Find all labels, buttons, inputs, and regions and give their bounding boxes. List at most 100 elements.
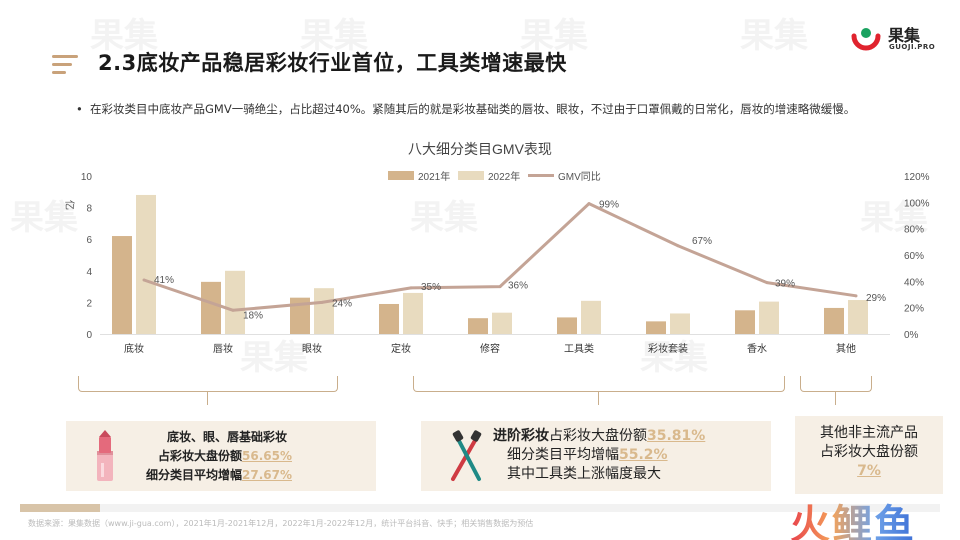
x-tick-label: 唇妆	[213, 342, 233, 355]
yoy-point	[142, 278, 146, 282]
data-source-note: 数据来源：果集数据（www.ji-gua.com），2021年1月-2021年1…	[28, 519, 534, 528]
bullet-marker: •	[76, 102, 83, 116]
group-bracket-advanced	[413, 376, 785, 392]
corner-logo-text: 火鲤鱼	[790, 502, 916, 540]
card-basic-growth-label: 细分类目平均增幅	[146, 468, 243, 482]
yoy-point	[231, 308, 235, 312]
bar-2022	[314, 288, 334, 334]
corner-logo: 火鲤鱼	[790, 492, 950, 540]
yoy-data-label: 35%	[421, 282, 441, 293]
bar-2021	[824, 307, 844, 334]
y-axis-label: 亿	[63, 200, 76, 210]
bar-2022	[848, 300, 868, 334]
yoy-data-label: 41%	[154, 275, 174, 286]
legend-swatch-0	[388, 171, 414, 180]
logo-text-en: GUOJI.PRO	[889, 43, 936, 51]
yoy-point	[320, 300, 324, 304]
y-tick-label: 2	[86, 298, 92, 309]
yoy-point	[409, 286, 413, 290]
watermark: 果集	[740, 16, 808, 56]
card-basic-line3: 细分类目平均增幅27.67%	[146, 466, 372, 485]
bar-2021	[290, 297, 310, 334]
bar-2021	[468, 318, 488, 334]
card-advanced-text: 进阶彩妆占彩妆大盘份额35.81% 细分类目平均增幅55.2% 其中工具类上涨幅…	[493, 427, 773, 484]
yoy-data-label: 67%	[692, 236, 712, 247]
yoy-point	[854, 294, 858, 298]
progress-track	[20, 504, 940, 512]
legend-label-line: GMV同比	[558, 171, 601, 183]
yoy-data-label: 99%	[599, 200, 619, 211]
card-basic-makeup: 底妆、眼、唇基础彩妆 占彩妆大盘份额56.65% 细分类目平均增幅27.67%	[66, 421, 376, 491]
bar-2021	[735, 310, 755, 334]
bar-2022	[136, 194, 156, 334]
x-tick-label: 修容	[480, 342, 500, 355]
makeup-brush-icon	[451, 430, 482, 481]
group-bracket-tick	[835, 391, 836, 405]
x-tick-label: 彩妆套装	[648, 342, 688, 355]
card-basic-text: 底妆、眼、唇基础彩妆 占彩妆大盘份额56.65% 细分类目平均增幅27.67%	[146, 428, 372, 485]
bar-2021	[201, 281, 221, 334]
y-tick-label: 0	[86, 330, 92, 341]
x-tick-label: 底妆	[124, 342, 144, 355]
summary-bullet: • 在彩妆类目中底妆产品GMV一骑绝尘，占比超过40%。紧随其后的就是彩妆基础类…	[76, 98, 890, 120]
card-advanced-line3: 其中工具类上涨幅度最大	[507, 466, 661, 482]
yoy-point	[587, 202, 591, 206]
y-tick-label: 10	[81, 172, 93, 183]
y2-tick-label: 0%	[904, 330, 919, 341]
card-other-line1: 其他非主流产品	[820, 425, 918, 441]
bar-2022	[581, 300, 601, 334]
yoy-point	[498, 285, 502, 289]
bar-2022	[403, 292, 423, 334]
yoy-data-label: 36%	[508, 281, 528, 292]
card-basic-line2: 占彩妆大盘份额56.65%	[152, 447, 372, 466]
yoy-data-label: 39%	[775, 279, 795, 290]
y2-tick-label: 40%	[904, 277, 924, 288]
menu-icon	[52, 55, 78, 75]
y2-tick-label: 80%	[904, 225, 924, 236]
group-bracket-tick	[207, 391, 208, 405]
logo-text-cn: 果集	[888, 26, 921, 45]
card-advanced-makeup: 进阶彩妆占彩妆大盘份额35.81% 细分类目平均增幅55.2% 其中工具类上涨幅…	[421, 421, 771, 491]
chart-title: 八大细分类目GMV表现	[408, 141, 552, 157]
summary-text: 在彩妆类目中底妆产品GMV一骑绝尘，占比超过40%。紧随其后的就是彩妆基础类的唇…	[90, 102, 856, 116]
bar-2022	[759, 301, 779, 334]
y-tick-label: 8	[86, 204, 92, 215]
card-advanced-share-label: 占彩妆大盘份额	[549, 428, 647, 444]
card-other-line2: 占彩妆大盘份额	[820, 444, 918, 460]
yoy-data-label: 24%	[332, 298, 352, 309]
card-advanced-line2: 细分类目平均增幅55.2%	[493, 446, 773, 465]
card-advanced-growth-value: 55.2%	[619, 447, 668, 463]
bar-2021	[112, 236, 132, 334]
card-other-text: 其他非主流产品 占彩妆大盘份额 7%	[795, 424, 943, 481]
card-other: 其他非主流产品 占彩妆大盘份额 7%	[795, 416, 943, 494]
yoy-data-label: 29%	[866, 293, 886, 304]
x-tick-label: 定妆	[391, 342, 411, 355]
legend-swatch-1	[458, 171, 484, 180]
gmv-chart: 八大细分类目GMV表现 2021年 2022年 GMV同比 0 2 4 6 8 10 亿 0% 20% 4…	[63, 141, 930, 355]
group-bracket-other	[800, 376, 872, 392]
y2-tick-label: 100%	[904, 198, 930, 209]
yoy-line	[143, 202, 857, 312]
yoy-point	[765, 281, 769, 285]
lipstick-icon	[97, 430, 113, 481]
progress-fill	[20, 504, 100, 512]
y-tick-label: 4	[86, 267, 92, 278]
y2-tick-label: 60%	[904, 251, 924, 262]
card-basic-share-label: 占彩妆大盘份额	[158, 449, 243, 463]
x-tick-label: 工具类	[564, 342, 594, 355]
bar-2022	[225, 270, 245, 334]
y-tick-label: 6	[86, 235, 92, 246]
card-advanced-growth-label: 细分类目平均增幅	[507, 447, 619, 463]
legend-label-0: 2021年	[418, 170, 450, 183]
card-basic-share-value: 56.65%	[242, 449, 292, 463]
y2-tick-label: 20%	[904, 304, 924, 315]
group-bracket-basic	[78, 376, 338, 392]
bar-2021	[646, 321, 666, 334]
logo-mark-icon	[851, 28, 881, 51]
x-tick-label: 香水	[747, 343, 767, 355]
y2-tick-label: 120%	[904, 172, 930, 183]
legend-label-1: 2022年	[488, 170, 520, 183]
card-basic-growth-value: 27.67%	[242, 468, 292, 482]
card-advanced-share-value: 35.81%	[647, 428, 706, 444]
yoy-point	[676, 244, 680, 248]
